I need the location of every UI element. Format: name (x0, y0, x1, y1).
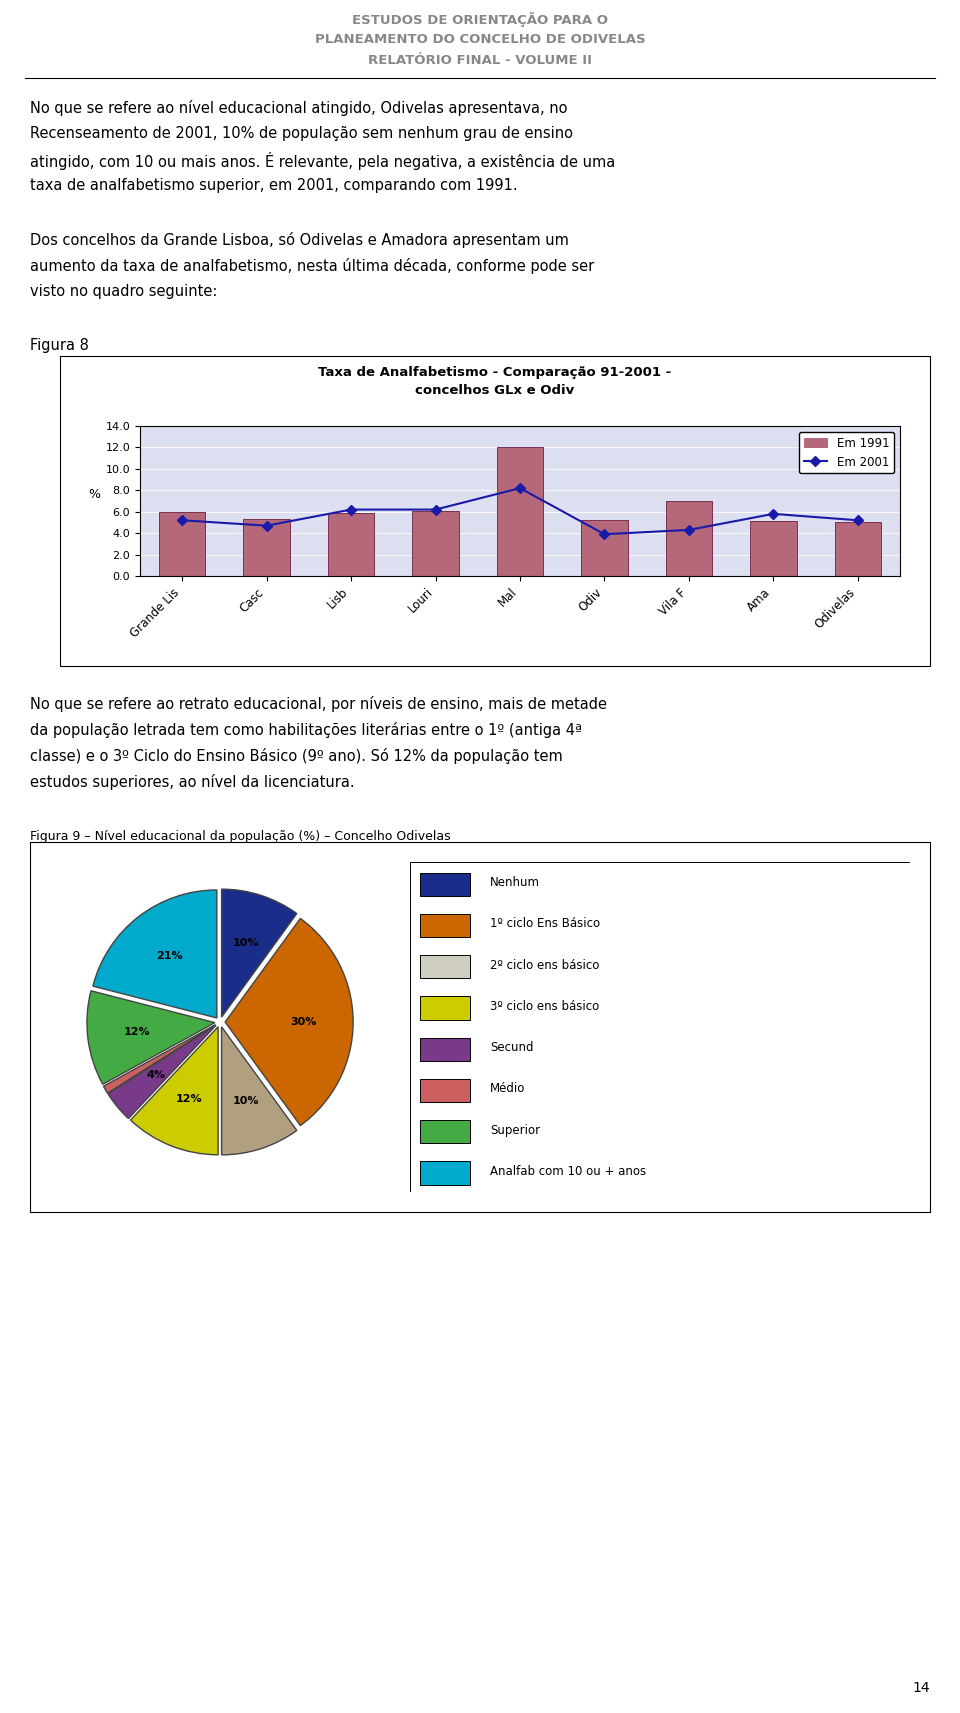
Wedge shape (131, 1026, 218, 1155)
FancyBboxPatch shape (420, 872, 470, 896)
Wedge shape (222, 1026, 297, 1155)
Text: PLANEAMENTO DO CONCELHO DE ODIVELAS: PLANEAMENTO DO CONCELHO DE ODIVELAS (315, 33, 645, 46)
Text: 12%: 12% (124, 1028, 151, 1038)
FancyBboxPatch shape (420, 1038, 470, 1060)
Wedge shape (87, 990, 215, 1084)
Wedge shape (222, 889, 297, 1018)
Wedge shape (93, 891, 217, 1018)
Text: da população letrada tem como habilitações literárias entre o 1º (antiga 4ª: da população letrada tem como habilitaçõ… (30, 721, 582, 738)
Y-axis label: %: % (88, 488, 101, 500)
Bar (328, 512, 374, 576)
FancyBboxPatch shape (420, 1120, 470, 1143)
Bar (750, 521, 797, 576)
Text: classe) e o 3º Ciclo do Ensino Básico (9º ano). Só 12% da população tem: classe) e o 3º Ciclo do Ensino Básico (9… (30, 749, 563, 764)
Text: 2º ciclo ens básico: 2º ciclo ens básico (490, 959, 599, 971)
Wedge shape (104, 1024, 216, 1093)
Text: estudos superiores, ao nível da licenciatura.: estudos superiores, ao nível da licencia… (30, 774, 354, 790)
Bar (244, 519, 290, 576)
Text: 10%: 10% (232, 939, 259, 947)
FancyBboxPatch shape (420, 956, 470, 978)
Wedge shape (108, 1026, 216, 1119)
Text: concelhos GLx e Odiv: concelhos GLx e Odiv (416, 384, 575, 397)
Bar (665, 500, 712, 576)
Text: ESTUDOS DE ORIENTAÇÃO PARA O: ESTUDOS DE ORIENTAÇÃO PARA O (352, 12, 608, 27)
Text: Dos concelhos da Grande Lisboa, só Odivelas e Amadora apresentam um: Dos concelhos da Grande Lisboa, só Odive… (30, 231, 569, 248)
Text: RELATÓRIO FINAL - VOLUME II: RELATÓRIO FINAL - VOLUME II (368, 55, 592, 67)
Bar (159, 512, 205, 576)
Text: Médio: Médio (490, 1083, 525, 1095)
Text: visto no quadro seguinte:: visto no quadro seguinte: (30, 284, 217, 300)
Legend: Em 1991, Em 2001: Em 1991, Em 2001 (799, 432, 894, 473)
Text: aumento da taxa de analfabetismo, nesta última década, conforme pode ser: aumento da taxa de analfabetismo, nesta … (30, 259, 594, 274)
Text: 4%: 4% (146, 1071, 165, 1079)
Bar (496, 447, 543, 576)
Text: No que se refere ao retrato educacional, por níveis de ensino, mais de metade: No que se refere ao retrato educacional,… (30, 695, 607, 713)
Text: Analfab com 10 ou + anos: Analfab com 10 ou + anos (490, 1165, 646, 1179)
FancyBboxPatch shape (420, 1079, 470, 1101)
Text: taxa de analfabetismo superior, em 2001, comparando com 1991.: taxa de analfabetismo superior, em 2001,… (30, 178, 517, 194)
Text: Secund: Secund (490, 1042, 534, 1053)
Wedge shape (226, 918, 353, 1125)
Text: Figura 8: Figura 8 (30, 337, 89, 353)
Bar (581, 521, 628, 576)
Text: 3º ciclo ens básico: 3º ciclo ens básico (490, 1000, 599, 1012)
Text: atingido, com 10 ou mais anos. É relevante, pela negativa, a existência de uma: atingido, com 10 ou mais anos. É relevan… (30, 152, 615, 170)
Text: No que se refere ao nível educacional atingido, Odivelas apresentava, no: No que se refere ao nível educacional at… (30, 99, 567, 116)
Text: 10%: 10% (232, 1096, 259, 1107)
Text: Superior: Superior (490, 1124, 540, 1137)
FancyBboxPatch shape (420, 1161, 470, 1185)
FancyBboxPatch shape (420, 915, 470, 937)
Text: Recenseamento de 2001, 10% de população sem nenhum grau de ensino: Recenseamento de 2001, 10% de população … (30, 127, 573, 140)
Text: Nenhum: Nenhum (490, 875, 540, 889)
Text: Taxa de Analfabetismo - Comparação 91-2001 -: Taxa de Analfabetismo - Comparação 91-20… (319, 367, 672, 379)
Text: 12%: 12% (176, 1095, 203, 1105)
Text: 14: 14 (912, 1680, 930, 1694)
Bar (413, 510, 459, 576)
Bar (834, 522, 881, 576)
Text: 21%: 21% (156, 951, 182, 961)
Text: 30%: 30% (290, 1018, 317, 1028)
Text: 1º ciclo Ens Básico: 1º ciclo Ens Básico (490, 918, 600, 930)
FancyBboxPatch shape (420, 997, 470, 1019)
Text: Figura 9 – Nível educacional da população (%) – Concelho Odivelas: Figura 9 – Nível educacional da populaçã… (30, 831, 450, 843)
